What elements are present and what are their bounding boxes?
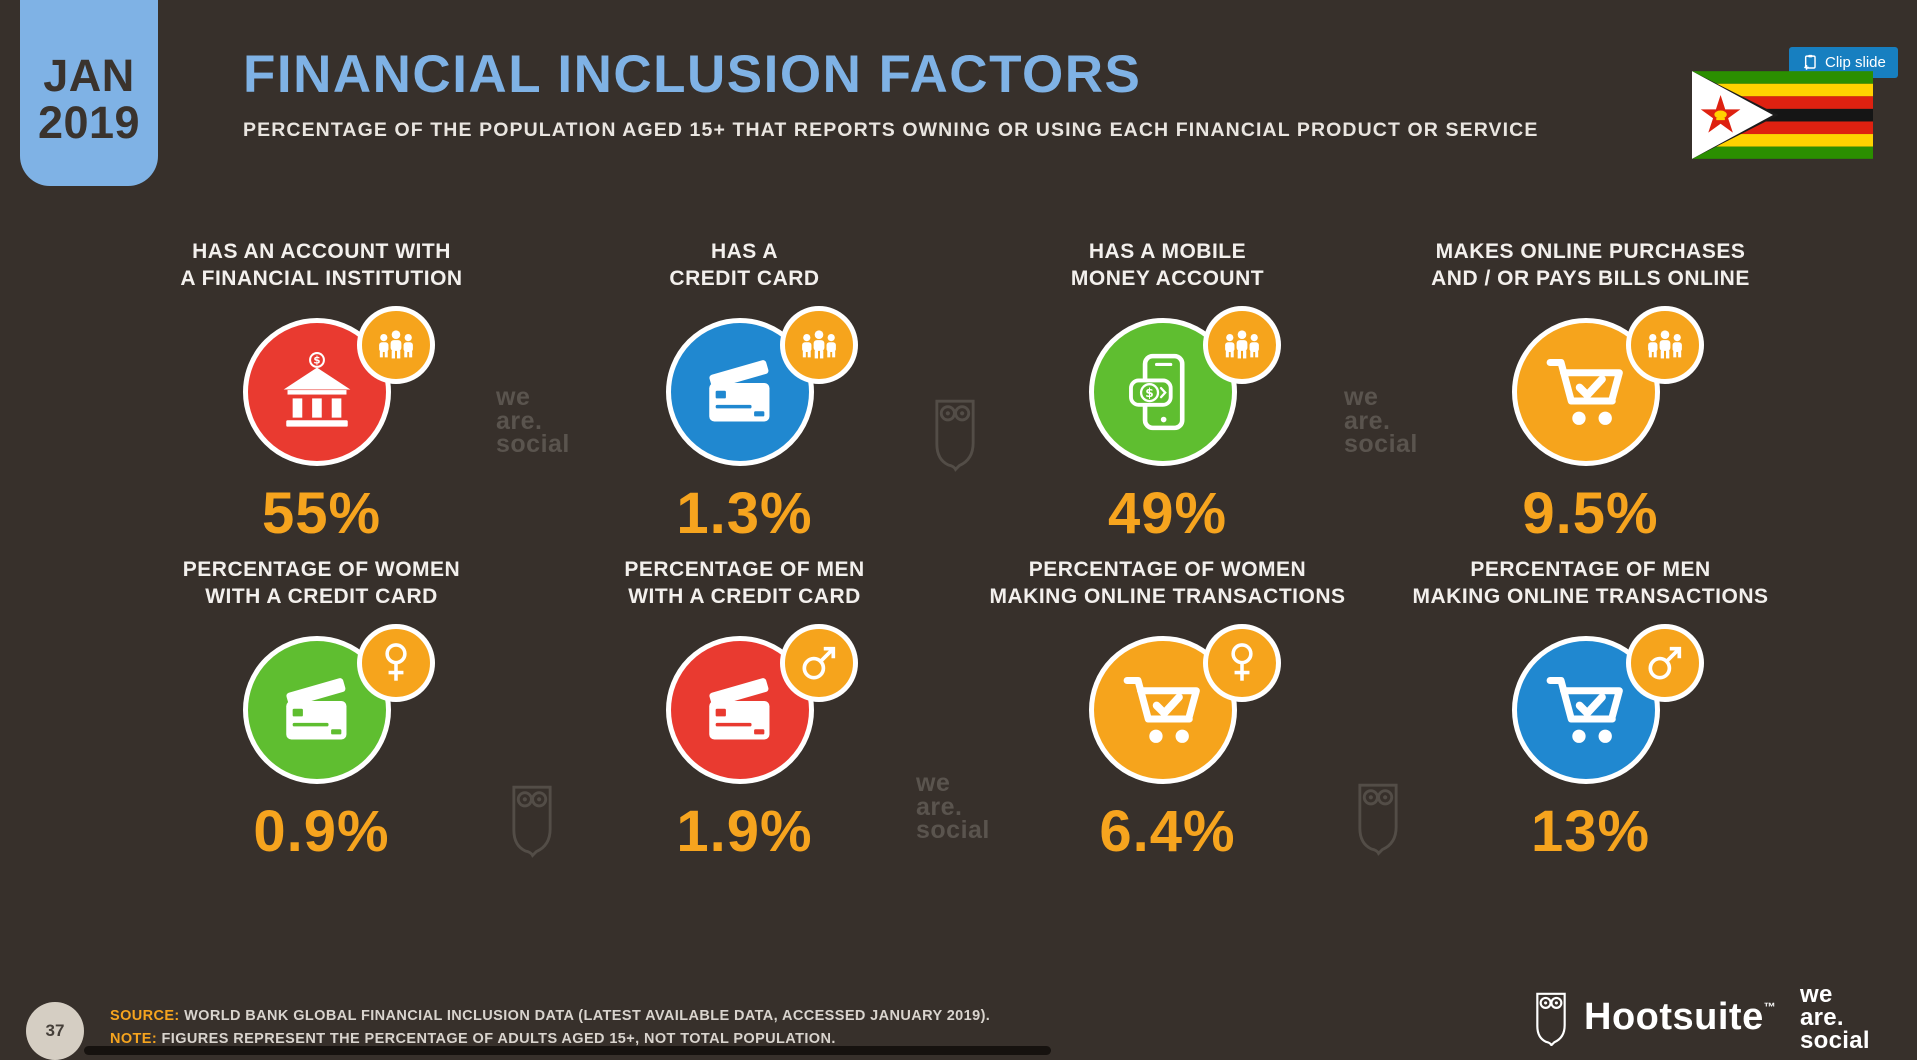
stat-card-credit-card: HAS A CREDIT CARD 1.3% <box>533 238 956 556</box>
stat-card-account: HAS AN ACCOUNT WITH A FINANCIAL INSTITUT… <box>110 238 533 556</box>
date-month: JAN <box>43 50 135 102</box>
stat-value: 9.5% <box>1522 481 1659 546</box>
stat-circle <box>1088 636 1237 784</box>
source-label: SOURCE: <box>110 1008 180 1024</box>
stat-label: HAS A CREDIT CARD <box>669 240 820 291</box>
horizontal-scrollbar-thumb[interactable] <box>84 1046 1051 1055</box>
stat-value: 55% <box>261 481 382 546</box>
people-icon <box>356 306 435 384</box>
hootsuite-owl-watermark <box>510 778 554 863</box>
people-icon <box>1625 306 1704 384</box>
we-are-social-logo: we are. social <box>1800 981 1870 1054</box>
date-badge: JAN 2019 <box>20 0 158 186</box>
stat-label: PERCENTAGE OF WOMEN WITH A CREDIT CARD <box>182 558 461 609</box>
credit-card-icon <box>699 351 781 433</box>
bank-icon <box>276 351 358 433</box>
clipboard-plus-icon <box>1801 54 1818 71</box>
stat-card-men-online: PERCENTAGE OF MEN MAKING ONLINE TRANSACT… <box>1379 556 1802 874</box>
stat-value: 1.3% <box>676 481 813 546</box>
stat-label: HAS A MOBILE MONEY ACCOUNT <box>1070 240 1265 291</box>
slide-number-badge: 37 <box>26 1002 84 1060</box>
note-line: NOTE: FIGURES REPRESENT THE PERCENTAGE O… <box>110 1031 836 1048</box>
note-label: NOTE: <box>110 1031 158 1048</box>
we-are-social-watermark: we are. social <box>916 769 990 844</box>
male-icon <box>1625 624 1704 702</box>
stat-card-online-purchases: MAKES ONLINE PURCHASES AND / OR PAYS BIL… <box>1379 238 1802 556</box>
people-icon <box>1202 306 1281 384</box>
female-icon <box>356 624 435 702</box>
hootsuite-owl-watermark <box>1356 776 1400 861</box>
hootsuite-owl-icon <box>1528 988 1574 1046</box>
stat-value: 0.9% <box>253 799 390 864</box>
male-icon <box>779 624 858 702</box>
stat-label: PERCENTAGE OF MEN WITH A CREDIT CARD <box>624 558 865 609</box>
stat-card-women-online: PERCENTAGE OF WOMEN MAKING ONLINE TRANSA… <box>956 556 1379 874</box>
stat-label: MAKES ONLINE PURCHASES AND / OR PAYS BIL… <box>1431 240 1750 291</box>
source-line: SOURCE: WORLD BANK GLOBAL FINANCIAL INCL… <box>110 1008 991 1024</box>
stat-card-mobile-money: HAS A MOBILE MONEY ACCOUNT 49% <box>956 238 1379 556</box>
we-are-social-watermark: we are. social <box>496 383 570 458</box>
people-icon <box>779 306 858 384</box>
page-subtitle: PERCENTAGE OF THE POPULATION AGED 15+ TH… <box>243 119 1539 141</box>
stat-card-women-credit-card: PERCENTAGE OF WOMEN WITH A CREDIT CARD 0… <box>110 556 533 874</box>
female-icon <box>1202 624 1281 702</box>
page-title: FINANCIAL INCLUSION FACTORS <box>243 45 1142 104</box>
zimbabwe-flag <box>1692 71 1873 159</box>
stat-value: 13% <box>1530 799 1651 864</box>
slide-number: 37 <box>45 1021 65 1040</box>
we-are-social-watermark: we are. social <box>1344 383 1418 458</box>
shopping-cart-icon <box>1545 351 1627 433</box>
shopping-cart-icon <box>1545 669 1627 751</box>
stat-label: PERCENTAGE OF MEN MAKING ONLINE TRANSACT… <box>1412 558 1769 609</box>
stat-card-men-credit-card: PERCENTAGE OF MEN WITH A CREDIT CARD 1.9… <box>533 556 956 874</box>
mobile-money-icon <box>1122 351 1204 433</box>
clip-slide-label: Clip slide <box>1825 54 1886 71</box>
title-block: FINANCIAL INCLUSION FACTORS PERCENTAGE O… <box>243 44 1538 142</box>
source-note: SOURCE: WORLD BANK GLOBAL FINANCIAL INCL… <box>110 1005 990 1051</box>
credit-card-icon <box>699 669 781 751</box>
stat-label: PERCENTAGE OF WOMEN MAKING ONLINE TRANSA… <box>989 558 1346 609</box>
stat-label: HAS AN ACCOUNT WITH A FINANCIAL INSTITUT… <box>180 240 463 291</box>
stat-value: 1.9% <box>676 799 813 864</box>
shopping-cart-icon <box>1122 669 1204 751</box>
stat-value: 49% <box>1107 481 1228 546</box>
credit-card-icon <box>276 669 358 751</box>
stat-grid: HAS AN ACCOUNT WITH A FINANCIAL INSTITUT… <box>110 238 1802 874</box>
date-year: 2019 <box>37 97 141 148</box>
hootsuite-logo: Hootsuite™ <box>1528 988 1776 1046</box>
hootsuite-wordmark: Hootsuite™ <box>1584 995 1777 1038</box>
hootsuite-owl-watermark <box>933 392 977 477</box>
stat-value: 6.4% <box>1099 799 1236 864</box>
